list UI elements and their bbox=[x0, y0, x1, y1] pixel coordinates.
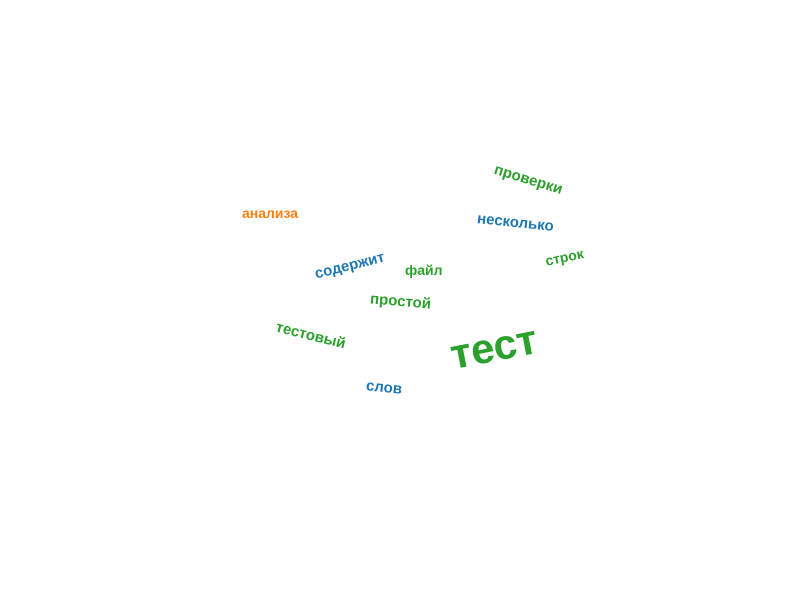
word-proverki: проверки bbox=[492, 161, 565, 198]
word-soderzhit: содержит bbox=[313, 248, 387, 283]
word-fail: файл bbox=[405, 262, 443, 278]
word-slov: слов bbox=[365, 377, 403, 398]
word-test: тест bbox=[446, 315, 541, 378]
word-analiza: анализа bbox=[242, 205, 299, 221]
word-testovyi: тестовый bbox=[274, 318, 348, 353]
word-neskolko: несколько bbox=[476, 210, 555, 235]
word-strok: строк bbox=[543, 245, 586, 269]
word-prostoi: простой bbox=[369, 290, 432, 313]
